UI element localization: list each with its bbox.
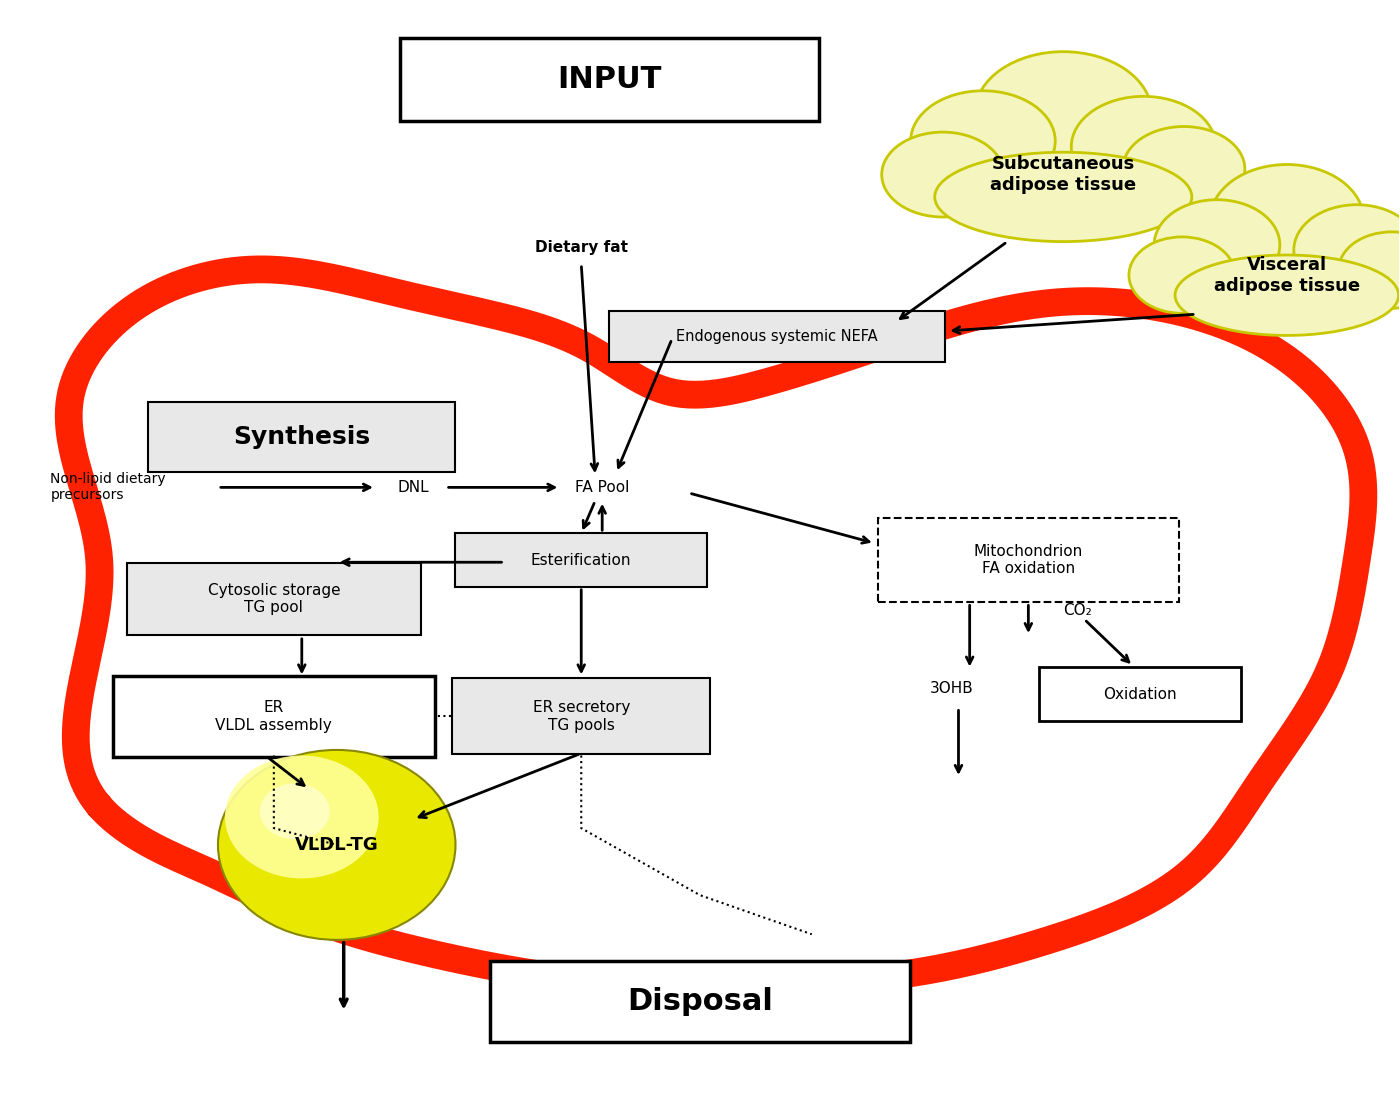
FancyBboxPatch shape bbox=[127, 562, 420, 635]
FancyBboxPatch shape bbox=[399, 38, 819, 121]
FancyBboxPatch shape bbox=[1039, 668, 1242, 721]
Text: Mitochondrion
FA oxidation: Mitochondrion FA oxidation bbox=[974, 544, 1084, 576]
Text: Oxidation: Oxidation bbox=[1103, 687, 1177, 701]
Ellipse shape bbox=[935, 152, 1191, 242]
Text: VLDL-TG: VLDL-TG bbox=[295, 836, 378, 853]
FancyBboxPatch shape bbox=[878, 519, 1179, 601]
Text: Synthesis: Synthesis bbox=[234, 426, 371, 449]
Text: Cytosolic storage
TG pool: Cytosolic storage TG pool bbox=[207, 582, 340, 615]
Text: ER secretory
TG pools: ER secretory TG pools bbox=[532, 700, 630, 732]
Ellipse shape bbox=[1210, 165, 1364, 276]
Text: Endogenous systemic NEFA: Endogenous systemic NEFA bbox=[676, 329, 878, 344]
Text: ER
VLDL assembly: ER VLDL assembly bbox=[216, 700, 332, 732]
Polygon shape bbox=[69, 270, 1364, 987]
Text: DNL: DNL bbox=[398, 479, 430, 495]
Text: Non-lipid dietary
precursors: Non-lipid dietary precursors bbox=[50, 473, 167, 503]
Text: Disposal: Disposal bbox=[627, 987, 773, 1016]
Ellipse shape bbox=[1294, 205, 1400, 296]
Ellipse shape bbox=[974, 52, 1152, 175]
Text: FA Pool: FA Pool bbox=[575, 479, 630, 495]
Circle shape bbox=[225, 756, 378, 878]
Ellipse shape bbox=[1338, 232, 1400, 308]
Ellipse shape bbox=[1123, 127, 1245, 212]
Circle shape bbox=[218, 750, 455, 940]
Ellipse shape bbox=[1154, 199, 1280, 290]
FancyBboxPatch shape bbox=[490, 961, 910, 1042]
Text: Visceral
adipose tissue: Visceral adipose tissue bbox=[1214, 255, 1359, 295]
Ellipse shape bbox=[1175, 255, 1399, 335]
FancyBboxPatch shape bbox=[455, 533, 707, 587]
FancyBboxPatch shape bbox=[609, 311, 945, 362]
Text: Dietary fat: Dietary fat bbox=[535, 240, 627, 254]
Ellipse shape bbox=[1128, 237, 1235, 314]
Text: Subcutaneous
adipose tissue: Subcutaneous adipose tissue bbox=[990, 156, 1137, 194]
Text: Esterification: Esterification bbox=[531, 552, 631, 568]
Ellipse shape bbox=[882, 132, 1004, 217]
Text: 3OHB: 3OHB bbox=[930, 681, 973, 696]
FancyBboxPatch shape bbox=[148, 402, 455, 472]
Ellipse shape bbox=[1071, 96, 1217, 197]
Text: INPUT: INPUT bbox=[557, 65, 661, 94]
Circle shape bbox=[260, 784, 330, 839]
FancyBboxPatch shape bbox=[113, 676, 434, 757]
Ellipse shape bbox=[910, 91, 1056, 192]
Text: CO₂: CO₂ bbox=[1063, 603, 1092, 618]
FancyBboxPatch shape bbox=[452, 679, 710, 755]
